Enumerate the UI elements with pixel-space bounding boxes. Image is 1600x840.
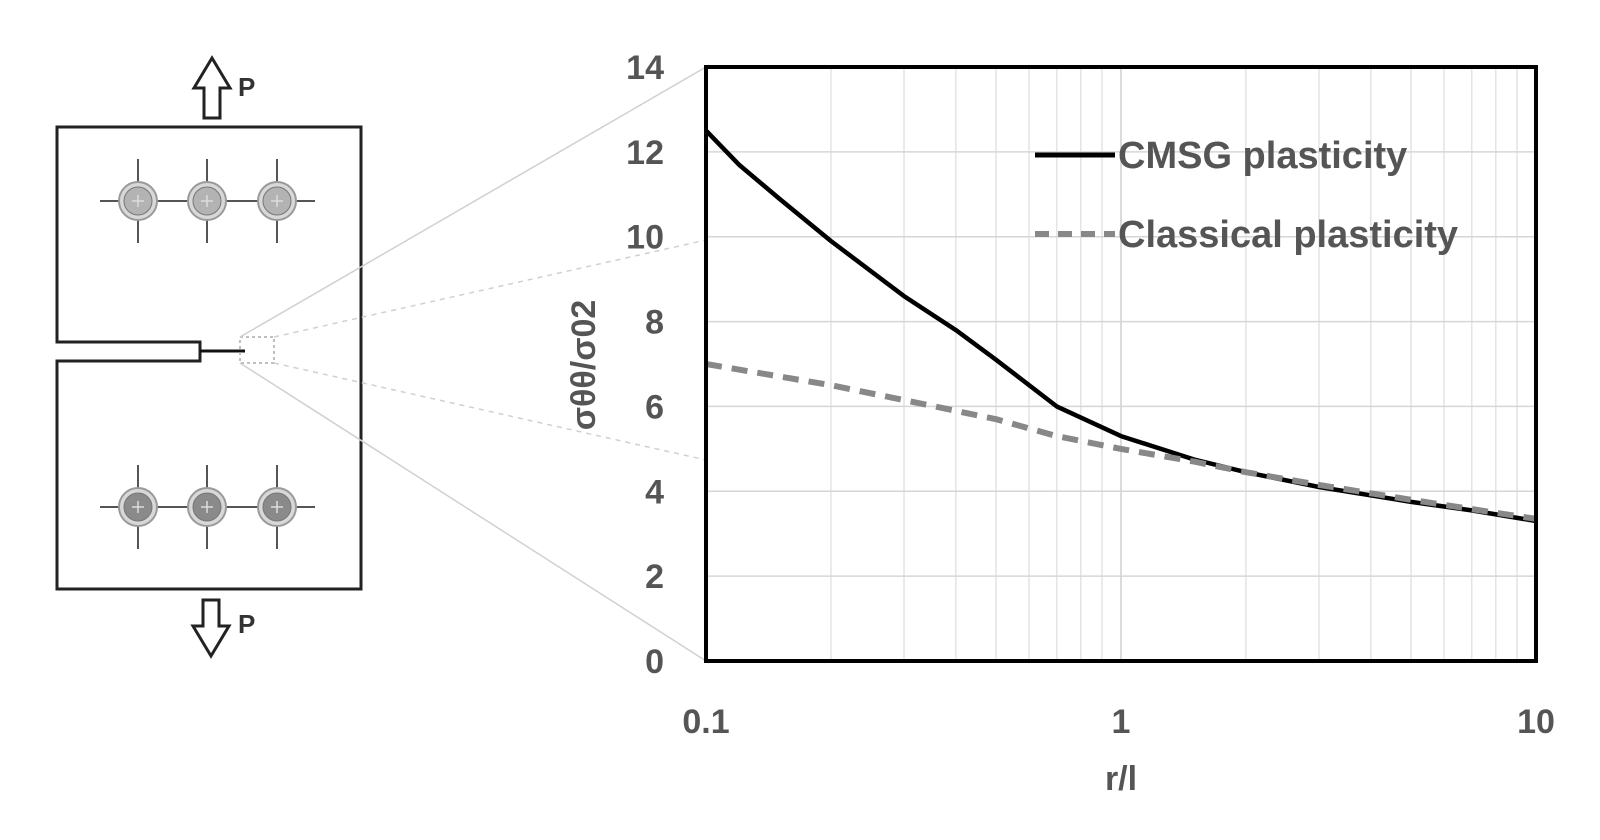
legend-label-cmsg: CMSG plasticity — [1118, 135, 1407, 177]
pin-hole-icon — [239, 465, 315, 549]
y-tick-label: 2 — [645, 558, 664, 596]
x-tick-labels: 0.1 1 10 — [682, 703, 1555, 741]
y-tick-label: 4 — [645, 473, 664, 511]
chart-series — [704, 129, 1537, 524]
load-arrow-down-icon — [190, 598, 232, 659]
pin-hole-icon — [169, 465, 245, 549]
y-tick-label: 14 — [626, 49, 664, 87]
pin-hole-icon — [100, 159, 176, 243]
stress-distribution-chart: 0 2 4 6 8 10 12 14 0.1 1 10 r/l σθθ/σ02 CMSG plas… — [565, 49, 1555, 798]
y-tick-label: 12 — [626, 134, 664, 172]
chart-grid — [706, 67, 1536, 661]
crack-tip-zoom-box — [239, 336, 275, 364]
x-tick-label: 1 — [1112, 703, 1131, 741]
x-tick-label: 10 — [1517, 703, 1555, 741]
pin-hole-icon — [100, 465, 176, 549]
legend: CMSG plasticity Classical plasticity — [1035, 135, 1458, 256]
y-tick-labels: 0 2 4 6 8 10 12 14 — [626, 49, 664, 681]
legend-label-classical: Classical plasticity — [1118, 214, 1458, 256]
compact-tension-specimen: P P — [55, 55, 363, 659]
x-axis-title: r/l — [1105, 760, 1137, 798]
zoom-connector-lines — [239, 66, 707, 662]
specimen-outline — [55, 125, 363, 591]
y-tick-label: 10 — [626, 219, 664, 257]
load-arrow-up-icon — [191, 55, 233, 120]
pin-hole-icon — [169, 159, 245, 243]
pin-hole-icon — [239, 159, 315, 243]
y-tick-label: 6 — [645, 388, 664, 426]
plot-frame — [704, 65, 1538, 663]
x-tick-label: 0.1 — [682, 703, 729, 741]
pin-holes — [100, 159, 315, 549]
y-tick-label: 0 — [645, 643, 664, 681]
series-line-classical — [705, 361, 1537, 522]
y-tick-label: 8 — [645, 304, 664, 342]
load-label-top: P — [238, 72, 255, 102]
y-axis-title: σθθ/σ02 — [565, 300, 603, 431]
load-label-bottom: P — [238, 609, 255, 639]
